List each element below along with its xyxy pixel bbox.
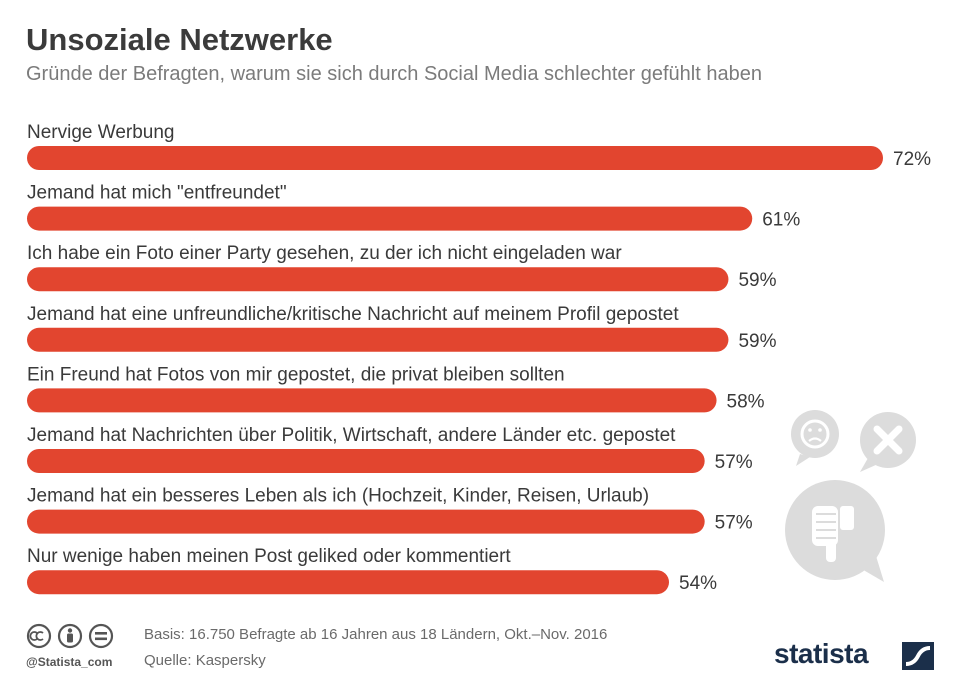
category-label: Nur wenige haben meinen Post geliked ode… xyxy=(27,546,511,567)
bar xyxy=(27,327,729,352)
close-bubble-icon xyxy=(860,412,916,472)
social-media-illustration xyxy=(785,410,916,582)
category-label: Ein Freund hat Fotos von mir gepostet, d… xyxy=(27,364,565,385)
value-label: 58% xyxy=(727,391,765,412)
value-label: 57% xyxy=(715,452,753,473)
bar-chart: Nervige Werbung 72% Jemand hat mich "entfr… xyxy=(27,122,931,595)
value-label: 54% xyxy=(679,573,717,594)
license-icons xyxy=(26,623,114,649)
chart-subtitle: Gründe der Befragten, warum sie sich dur… xyxy=(26,63,762,85)
bar xyxy=(27,509,705,534)
sad-face-bubble-icon xyxy=(791,410,839,466)
bar xyxy=(27,449,705,473)
statista-handle: @Statista_com xyxy=(26,655,113,669)
value-label: 57% xyxy=(715,513,753,534)
bar xyxy=(27,388,717,413)
bar xyxy=(27,206,753,231)
category-label: Jemand hat eine unfreundliche/kritische … xyxy=(27,304,679,325)
footer-basis: Basis: 16.750 Befragte ab 16 Jahren aus … xyxy=(144,626,608,643)
footer-source: Quelle: Kaspersky xyxy=(144,652,266,669)
statista-logo-icon xyxy=(902,642,934,670)
category-label: Nervige Werbung xyxy=(27,122,175,143)
bar xyxy=(27,570,669,595)
category-label: Jemand hat ein besseres Leben als ich (H… xyxy=(27,486,649,507)
category-label: Jemand hat mich "entfreundet" xyxy=(27,183,287,204)
attribution-icon xyxy=(57,623,83,649)
value-label: 59% xyxy=(738,331,776,352)
thumbs-down-bubble-icon xyxy=(785,480,885,582)
no-derivatives-icon xyxy=(88,623,114,649)
category-label: Ich habe ein Foto einer Party gesehen, z… xyxy=(27,243,622,264)
creative-commons-icon xyxy=(26,623,52,649)
value-label: 61% xyxy=(762,210,800,231)
value-label: 72% xyxy=(893,149,931,170)
value-label: 59% xyxy=(738,270,776,291)
chart-title: Unsoziale Netzwerke xyxy=(26,22,333,57)
category-label: Jemand hat Nachrichten über Politik, Wir… xyxy=(27,425,676,446)
bar xyxy=(27,146,883,170)
statista-brand[interactable]: statista xyxy=(774,638,869,669)
bar xyxy=(27,267,729,292)
